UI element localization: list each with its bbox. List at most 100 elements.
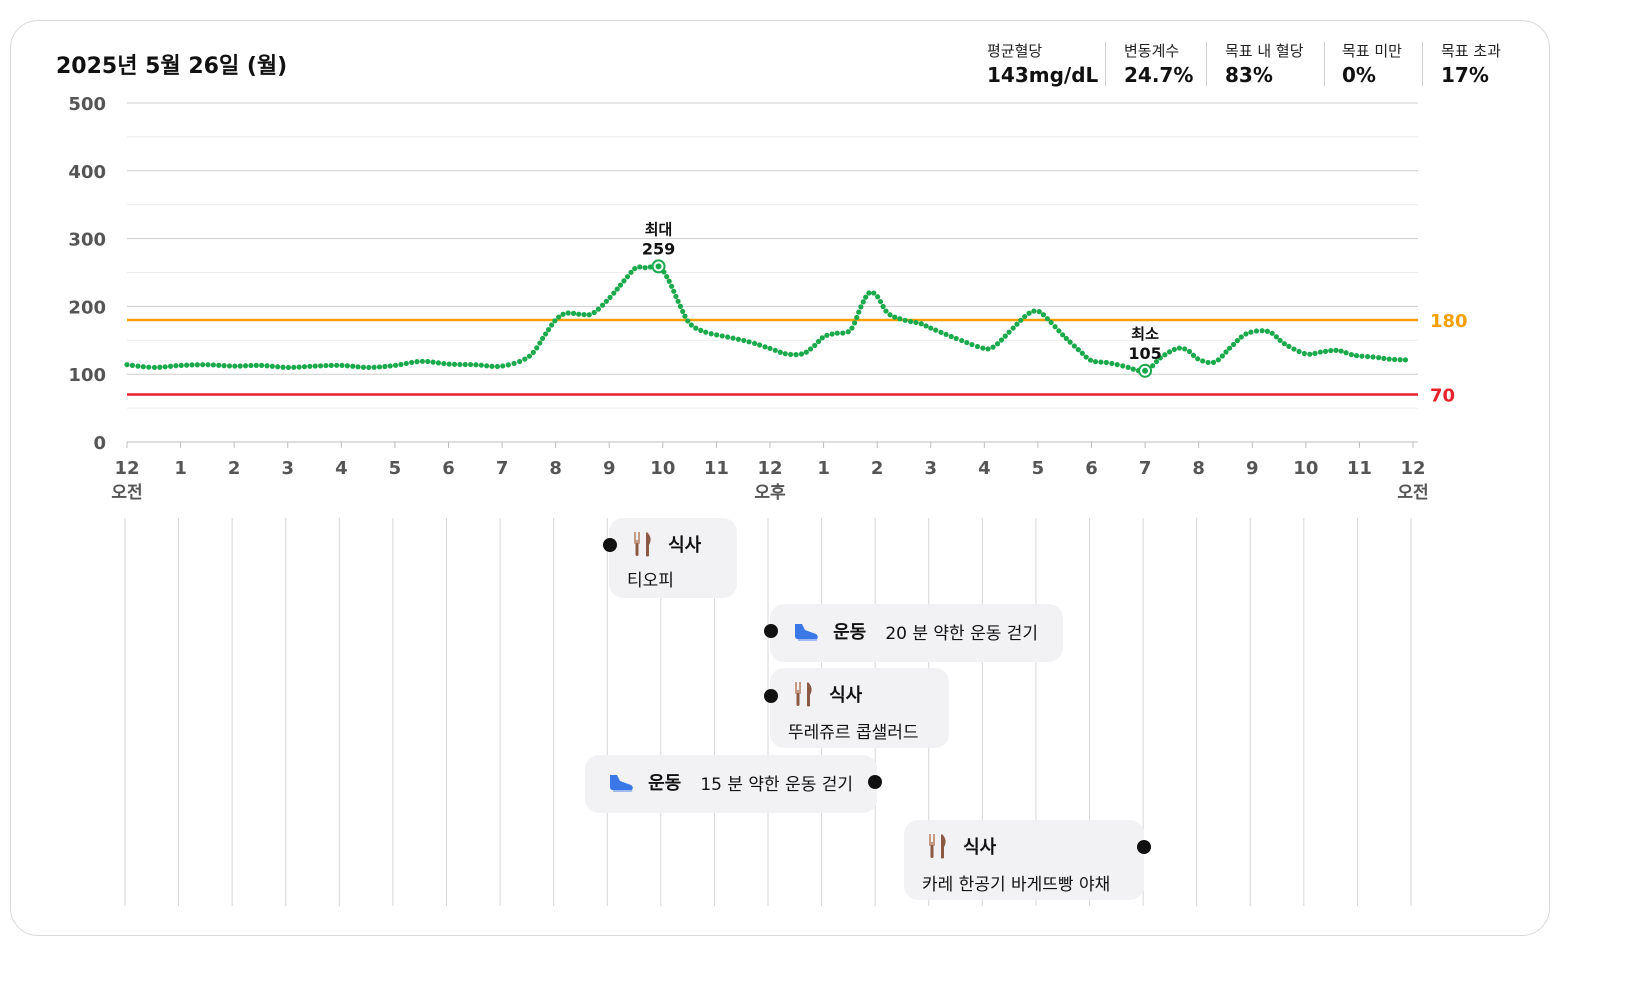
glucose-point — [1281, 341, 1287, 347]
event-card-exercise[interactable]: 운동 15 분 약한 운동 걷기 — [585, 755, 877, 813]
glucose-point — [173, 363, 179, 369]
glucose-point — [468, 361, 474, 368]
glucose-point — [1210, 359, 1217, 365]
event-time-marker — [1137, 840, 1151, 854]
glucose-point — [595, 306, 602, 312]
glucose-point — [545, 327, 552, 333]
glucose-point — [1348, 351, 1354, 358]
glucose-point — [819, 335, 825, 341]
glucose-point — [382, 363, 388, 370]
glucose-point — [1092, 359, 1099, 365]
event-description: 티오피 — [627, 571, 674, 591]
glucose-point — [730, 335, 736, 341]
glucose-point — [607, 294, 613, 300]
glucose-point — [637, 264, 643, 270]
glucose-point — [902, 317, 908, 323]
x-tick-label: 7 — [1139, 458, 1152, 479]
glucose-point — [897, 316, 903, 322]
glucose-point — [703, 329, 709, 335]
glucose-point — [1031, 308, 1037, 314]
glucose-point — [974, 343, 981, 350]
glucose-point — [237, 363, 243, 369]
shoe-icon — [795, 624, 818, 641]
y-tick-label: 300 — [68, 230, 106, 251]
stat-average-glucose: 평균혈당 143mg/dL — [987, 40, 1098, 87]
x-tick-label: 1 — [174, 458, 187, 479]
glucose-point — [1120, 363, 1126, 369]
event-header: 식사 — [926, 832, 996, 860]
stat-divider — [1206, 42, 1207, 86]
glucose-point — [1227, 345, 1233, 351]
glucose-point — [1370, 354, 1376, 360]
glucose-point — [296, 364, 302, 370]
x-period-label: 오전 — [1397, 483, 1428, 503]
event-card-meal[interactable]: 식사 티오피 — [609, 518, 737, 598]
glucose-point — [1402, 357, 1409, 363]
glucose-point — [135, 363, 141, 369]
glucose-point — [232, 363, 238, 369]
glucose-point — [328, 362, 334, 369]
glucose-point — [226, 363, 233, 369]
glucose-point — [1125, 364, 1131, 370]
glucose-point — [543, 331, 549, 337]
glucose-point — [1291, 346, 1297, 352]
glucose-point — [398, 361, 404, 368]
glucose-point — [1365, 354, 1371, 360]
glucose-point — [603, 298, 609, 304]
glucose-point — [863, 294, 869, 300]
glucose-point — [1044, 316, 1050, 322]
glucose-point — [1333, 347, 1339, 353]
glucose-point — [339, 362, 345, 369]
glucose-point — [216, 362, 222, 368]
x-period-label: 오전 — [111, 483, 142, 503]
fork-knife-icon — [929, 834, 946, 859]
glucose-point — [285, 364, 292, 371]
glucose-point — [1018, 317, 1024, 323]
glucose-point — [849, 325, 855, 331]
glucose-point — [530, 349, 536, 355]
event-card-meal[interactable]: 식사 카레 한공기 바게뜨빵 야채 — [904, 820, 1144, 900]
glucose-point — [259, 362, 265, 369]
glucose-point — [719, 333, 725, 339]
glucose-point — [798, 351, 805, 357]
y-tick-label: 0 — [93, 433, 106, 454]
glucose-point — [880, 303, 886, 310]
x-tick-label: 12 — [114, 458, 139, 479]
glucose-point — [875, 294, 881, 300]
event-card-meal[interactable]: 식사 뚜레쥬르 콥샐러드 — [770, 668, 949, 748]
x-period-label: 오후 — [754, 482, 786, 503]
glucose-point — [877, 298, 884, 305]
glucose-point — [788, 351, 794, 358]
glucose-point — [522, 356, 528, 362]
glucose-point — [556, 314, 562, 320]
glucose-point — [1182, 346, 1188, 352]
fork-knife-icon — [634, 532, 651, 557]
max-marker-center — [655, 263, 662, 270]
glucose-point — [1391, 356, 1398, 363]
event-title: 식사 — [963, 837, 997, 858]
glucose-point — [366, 364, 372, 371]
glucose-point — [599, 302, 606, 308]
glucose-point — [586, 312, 592, 318]
glucose-point — [162, 364, 168, 370]
stats-summary: 평균혈당 143mg/dL 변동계수 24.7% 목표 내 혈당 83% 목표 … — [0, 40, 1648, 90]
glucose-point — [913, 319, 919, 326]
stat-label: 목표 초과 — [1441, 42, 1501, 60]
glucose-point — [387, 363, 393, 369]
glucose-point — [664, 274, 670, 280]
glucose-point — [457, 361, 463, 368]
glucose-point — [803, 349, 809, 355]
glucose-point — [1010, 325, 1016, 331]
stat-coefficient-variation: 변동계수 24.7% — [1124, 40, 1193, 87]
glucose-point — [757, 342, 763, 348]
glucose-point — [549, 322, 555, 328]
glucose-point — [777, 349, 783, 355]
max-annotation-label: 최대 — [645, 220, 673, 238]
min-marker-center — [1142, 367, 1149, 374]
glucose-point — [611, 290, 617, 296]
event-card-exercise[interactable]: 운동 20 분 약한 운동 걷기 — [770, 604, 1063, 662]
x-tick-label: 9 — [1246, 458, 1259, 479]
glucose-point — [1075, 347, 1081, 353]
glucose-point — [511, 360, 517, 367]
glucose-point — [301, 364, 308, 370]
